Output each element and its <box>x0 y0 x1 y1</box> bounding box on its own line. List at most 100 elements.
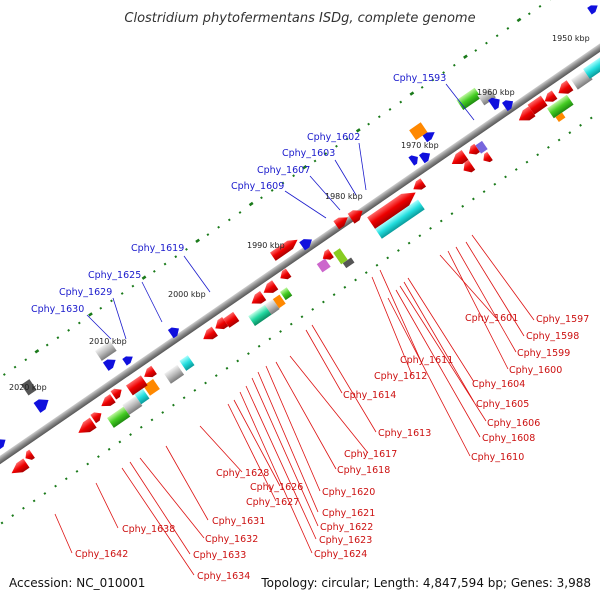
gene-feature <box>0 439 6 450</box>
gene-label[interactable]: Cphy_1632 <box>205 534 258 545</box>
gene-label[interactable]: Cphy_1626 <box>250 482 303 493</box>
gene-label[interactable]: Cphy_1633 <box>193 550 246 561</box>
gene-feature <box>299 239 312 251</box>
scale-tick <box>163 262 167 266</box>
gene-feature <box>413 178 427 190</box>
gene-label[interactable]: Cphy_1617 <box>344 449 397 460</box>
gene-label[interactable]: Cphy_1638 <box>122 524 175 535</box>
gene-feature <box>463 159 476 173</box>
gene-label[interactable]: Cphy_1605 <box>476 399 529 410</box>
gene-label[interactable]: Cphy_1613 <box>378 428 431 439</box>
scale-tick <box>407 241 411 245</box>
scale-tick <box>88 312 93 317</box>
gene-label[interactable]: Cphy_1622 <box>320 522 373 533</box>
gene-feature <box>122 356 133 366</box>
scale-tick <box>0 521 4 525</box>
scale-tick <box>86 462 90 466</box>
gene-label[interactable]: Cphy_1612 <box>374 371 427 382</box>
gene-label[interactable]: Cphy_1623 <box>319 535 372 546</box>
scale-tick <box>442 71 445 75</box>
scale-tick <box>367 122 370 126</box>
scale-tick <box>525 160 529 164</box>
gene-label[interactable]: Cphy_1625 <box>88 270 141 281</box>
gene-label[interactable]: Cphy_1628 <box>216 468 269 479</box>
scale-tick <box>495 34 499 38</box>
gene-label[interactable]: Cphy_1604 <box>472 379 525 390</box>
gene-label[interactable]: Cphy_1597 <box>536 314 589 325</box>
gene-label[interactable]: Cphy_1618 <box>337 465 390 476</box>
gene-label[interactable]: Cphy_1609 <box>231 181 284 192</box>
gene-label[interactable]: Cphy_1603 <box>282 148 335 159</box>
scale-tick <box>247 352 250 355</box>
gene-feature <box>333 248 348 265</box>
gene-label[interactable]: Cphy_1602 <box>307 132 360 143</box>
scale-label-1970: 1970 kbp <box>401 141 439 150</box>
scale-tick <box>461 204 465 208</box>
gene-label[interactable]: Cphy_1598 <box>526 331 579 342</box>
gene-label[interactable]: Cphy_1642 <box>75 549 128 560</box>
gene-label[interactable]: Cphy_1634 <box>197 571 250 582</box>
gene-label[interactable]: Cphy_1614 <box>343 390 396 401</box>
gene-label[interactable]: Cphy_1611 <box>400 355 453 366</box>
scale-tick <box>206 233 210 236</box>
leader-line <box>311 324 377 433</box>
leader-line <box>54 513 73 554</box>
gene-label[interactable]: Cphy_1629 <box>59 287 112 298</box>
scale-tick <box>204 381 207 385</box>
gene-label[interactable]: Cphy_1610 <box>471 452 524 463</box>
gene-label[interactable]: Cphy_1601 <box>465 313 518 324</box>
scale-tick <box>236 359 240 363</box>
leader-line <box>447 250 509 370</box>
leader-line <box>199 425 243 473</box>
scale-tick <box>225 366 229 370</box>
scale-tick <box>538 4 542 8</box>
gene-label[interactable]: Cphy_1621 <box>322 508 375 519</box>
gene-feature <box>167 327 179 339</box>
scale-tick <box>56 336 60 340</box>
gene-label[interactable]: Cphy_1627 <box>246 497 299 508</box>
gene-label[interactable]: Cphy_1619 <box>131 243 184 254</box>
gene-label[interactable]: Cphy_1593 <box>393 73 446 84</box>
gene-label[interactable]: Cphy_1620 <box>322 487 375 498</box>
scale-tick <box>248 201 254 207</box>
scale-tick <box>43 492 47 495</box>
scale-label-1960: 1960 kbp <box>477 88 515 97</box>
leader-line <box>371 276 413 376</box>
gene-feature <box>94 340 117 361</box>
gene-feature <box>409 122 428 141</box>
scale-tick <box>418 234 422 238</box>
scale-tick <box>300 315 304 319</box>
gene-feature <box>144 365 157 378</box>
gene-feature <box>477 87 496 106</box>
scale-tick <box>431 78 435 82</box>
gene-feature <box>375 199 425 239</box>
scale-tick <box>217 225 221 229</box>
gene-label[interactable]: Cphy_1599 <box>517 348 570 359</box>
gene-label[interactable]: Cphy_1631 <box>212 516 265 527</box>
gene-label[interactable]: Cphy_1608 <box>482 433 535 444</box>
leader-line <box>265 365 321 492</box>
gene-label[interactable]: Cphy_1630 <box>31 304 84 315</box>
leader-line <box>129 461 191 555</box>
scale-tick <box>270 189 274 192</box>
scale-tick <box>257 344 261 348</box>
gene-feature <box>587 5 598 15</box>
gene-feature <box>101 394 116 407</box>
gene-label[interactable]: Cphy_1600 <box>509 365 562 376</box>
leader-line <box>455 246 517 353</box>
leader-line <box>334 159 357 196</box>
scale-tick <box>185 247 188 251</box>
gene-label[interactable]: Cphy_1624 <box>314 549 367 560</box>
gene-feature <box>501 100 514 112</box>
backbone-group <box>0 0 600 525</box>
scale-label-2000: 2000 kbp <box>168 290 206 299</box>
gene-label[interactable]: Cphy_1606 <box>487 418 540 429</box>
gene-feature <box>408 155 418 166</box>
scale-tick <box>311 308 315 311</box>
gene-label[interactable]: Cphy_1607 <box>257 165 310 176</box>
scale-tick <box>485 41 488 45</box>
scale-tick <box>450 212 454 216</box>
gene-feature <box>125 375 148 396</box>
gene-feature <box>422 132 435 143</box>
scale-tick <box>77 321 81 325</box>
